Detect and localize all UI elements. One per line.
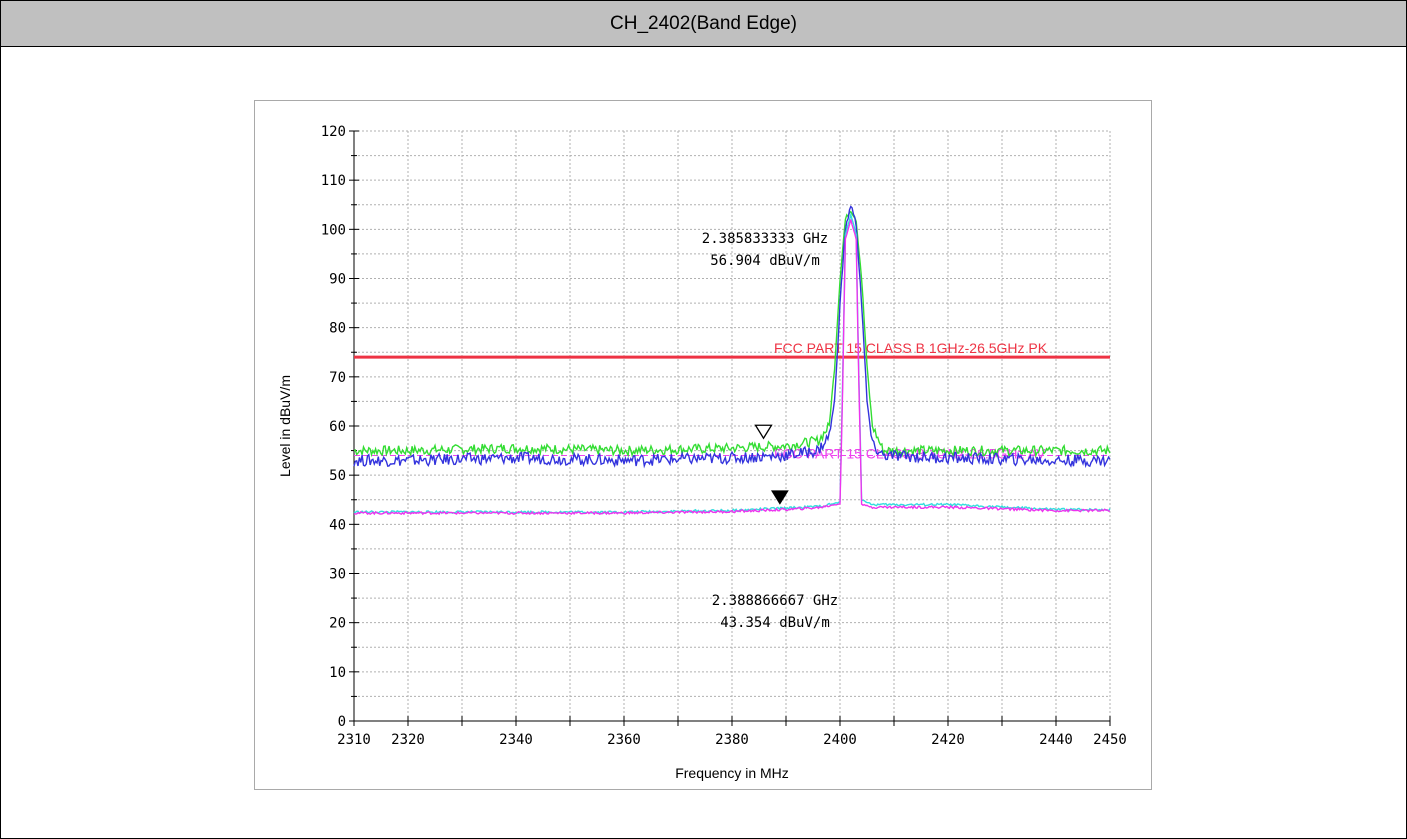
x-tick-label: 2400: [823, 732, 857, 748]
x-axis-label: Frequency in MHz: [675, 765, 789, 781]
chart-panel: 0 10 20 30 40 50 60 70 80 90 100 110 120 2310 2320 2340…: [254, 100, 1152, 790]
x-tick-label: 2440: [1039, 732, 1073, 748]
x-tick-label: 2360: [607, 732, 641, 748]
y-tick-label: 90: [329, 272, 346, 288]
x-tick-label: 2380: [715, 732, 749, 748]
y-tick-label: 10: [329, 665, 346, 681]
y-axis-label: Level in dBuV/m: [277, 375, 293, 477]
average-marker-icon: [770, 490, 789, 505]
y-tick-label: 120: [321, 124, 346, 140]
trace-peak-green: [353, 210, 1111, 459]
y-tick-label: 0: [338, 714, 346, 730]
chart-header-title: CH_2402(Band Edge): [1, 1, 1406, 47]
trace-peak-blue: [353, 205, 1111, 469]
y-tick-label: 100: [321, 222, 346, 238]
spectrum-chart: 0 10 20 30 40 50 60 70 80 90 100 110 120 2310 2320 2340…: [277, 124, 1127, 781]
trace-average-magenta: [353, 219, 1111, 516]
y-tick-label: 60: [329, 419, 346, 435]
x-tick-label: 2420: [931, 732, 965, 748]
peak-marker-freq: 2.385833333 GHz: [702, 231, 828, 247]
y-tick-label: 40: [329, 517, 346, 533]
y-tick-label: 50: [329, 468, 346, 484]
x-tick-label: 2450: [1093, 732, 1127, 748]
y-tick-label: 20: [329, 616, 346, 632]
y-tick-label: 30: [329, 567, 346, 583]
peak-marker-icon: [754, 424, 773, 440]
average-marker-freq: 2.388866667 GHz: [712, 593, 838, 609]
y-tick-label: 110: [321, 173, 346, 189]
average-marker-level: 43.354 dBuV/m: [720, 615, 830, 631]
x-tick-label: 2310: [337, 732, 371, 748]
peak-marker-level: 56.904 dBuV/m: [710, 253, 820, 269]
y-tick-label: 70: [329, 370, 346, 386]
limit-label-pk: FCC PART 15 CLASS B 1GHz-26.5GHz PK: [774, 340, 1048, 356]
y-tick-label: 80: [329, 321, 346, 337]
x-tick-label: 2340: [499, 732, 533, 748]
x-tick-label: 2320: [391, 732, 425, 748]
